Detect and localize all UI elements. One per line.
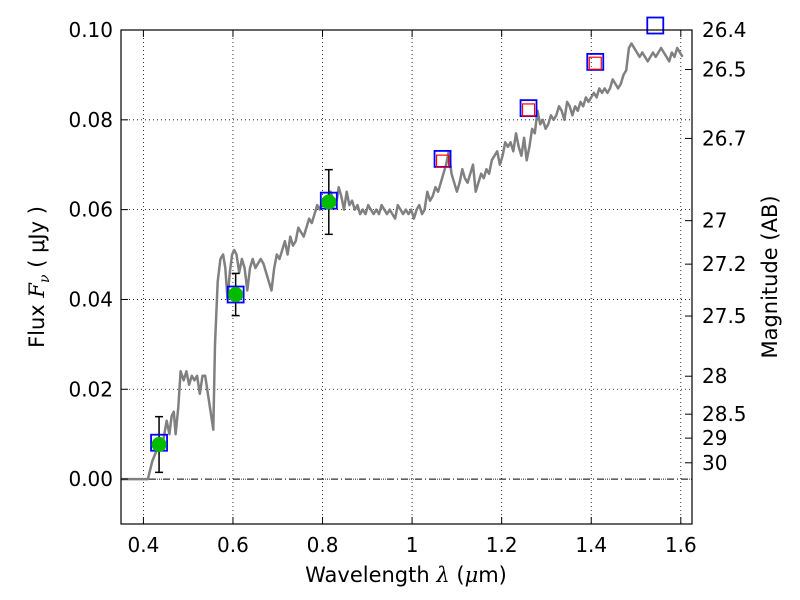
y-tick-label: 0.00 [68, 467, 113, 491]
magnitude-tick-label: 27.2 [702, 252, 747, 276]
magnitude-tick-label: 30 [702, 451, 727, 475]
magnitude-tick-label: 27.5 [702, 304, 747, 328]
model-square-marker [226, 285, 245, 304]
magnitude-tick-label: 28.5 [702, 402, 747, 426]
model-square-marker [586, 52, 605, 71]
magnitude-tick-label: 27 [702, 209, 727, 233]
x-tick-label: 1.6 [665, 533, 697, 557]
y-tick-label: 0.06 [68, 198, 113, 222]
red-square-marker [521, 103, 536, 117]
y-tick-label: 0.04 [68, 287, 113, 311]
magnitude-tick-label: 29 [702, 426, 727, 450]
x-tick-label: 1.2 [486, 533, 518, 557]
x-tick-label: 0.6 [217, 533, 249, 557]
plot-frame [120, 29, 693, 525]
x-tick-label: 0.4 [127, 533, 159, 557]
model-square-marker [646, 16, 665, 35]
detection-point [228, 287, 244, 303]
magnitude-tick-label: 26.5 [702, 58, 747, 82]
template-spectrum-line [121, 42, 684, 481]
y-tick-label: 0.10 [68, 18, 113, 42]
x-tick-label: 0.8 [307, 533, 339, 557]
red-square-marker [588, 56, 602, 70]
magnitude-tick-label: 26.7 [702, 126, 747, 150]
red-square-marker [435, 154, 450, 168]
magnitude-tick-label: 28 [702, 364, 727, 388]
x-axis-title: Wavelength λ (μm) [305, 563, 507, 587]
photometry-marks [150, 16, 665, 474]
x-tick-label: 1 [406, 533, 419, 557]
detection-point [151, 437, 167, 453]
axis-ticks: 0.4 0.6 0.8 1 1.2 1.4 1.6 0.00 0.02 0.04 0.06 0.08 0… [68, 18, 746, 557]
detection-point [321, 194, 337, 210]
y-tick-label: 0.08 [68, 108, 113, 132]
y-axis-title: Flux Fν ( μJy ) [25, 206, 53, 348]
x-tick-label: 1.4 [575, 533, 607, 557]
magnitude-tick-label: 26.4 [702, 18, 747, 42]
right-axis-title: Magnitude (AB) [758, 195, 782, 358]
y-tick-label: 0.02 [68, 377, 113, 401]
